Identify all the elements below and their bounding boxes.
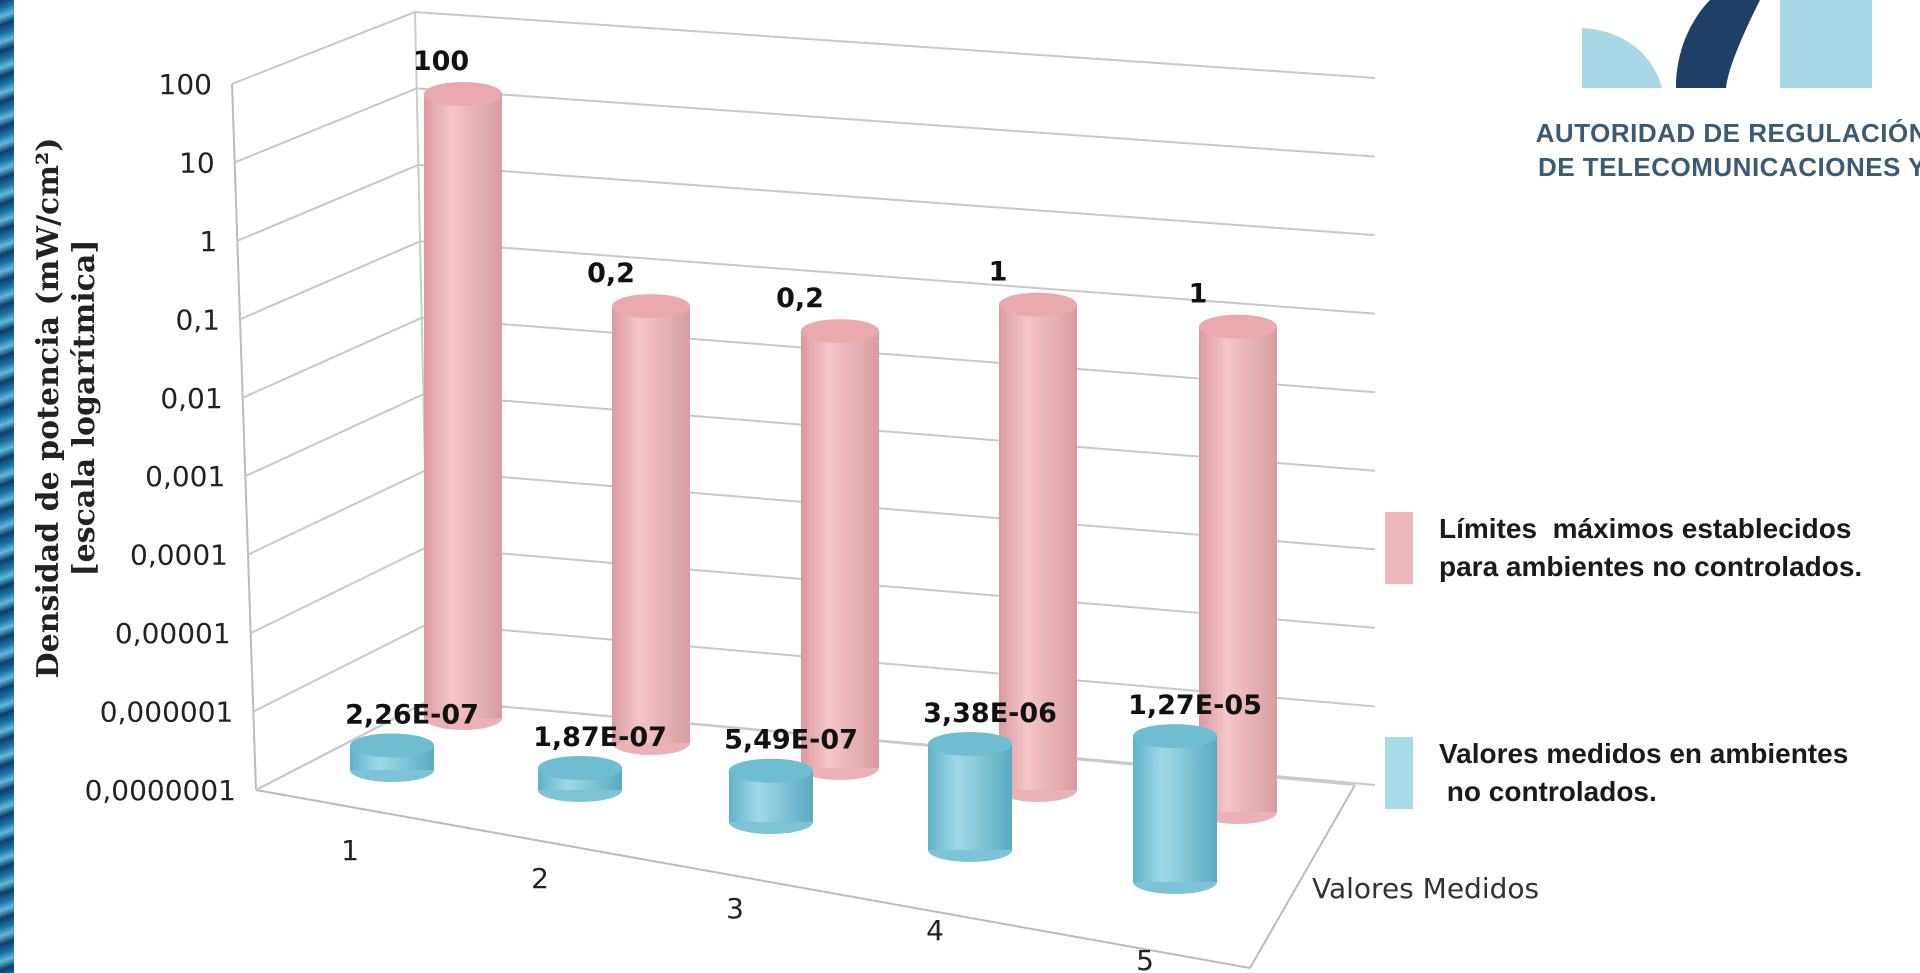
y-tick-label: 100 <box>159 68 212 101</box>
bar-limits-5 <box>1199 314 1277 824</box>
column-top <box>612 294 690 319</box>
column-top <box>424 82 502 106</box>
y-tick-label: 0,1 <box>175 303 220 336</box>
x-category-labels: 1 2 3 4 5 <box>341 834 1154 973</box>
column-top <box>538 756 622 780</box>
x-category-label: 3 <box>726 892 744 925</box>
column-body <box>1133 736 1217 882</box>
legend-item-limits: Límites máximos establecidos para ambient… <box>1385 510 1862 586</box>
bar-limits-4 <box>999 292 1077 802</box>
data-label-measured-5: 1,27E-05 <box>1128 690 1262 721</box>
column-top <box>801 319 879 344</box>
legend-label-measured: Valores medidos en ambientes no controla… <box>1439 738 1849 807</box>
bar-measured-4 <box>928 731 1012 862</box>
decorative-side-strip <box>0 0 14 973</box>
column-top <box>999 292 1077 317</box>
organization-logo: AUTORIDAD DE REGULACIÓN DE TELECOMUNICAC… <box>1536 0 1920 200</box>
y-tick-label: 0,000001 <box>100 696 234 729</box>
bar-measured-1 <box>350 733 434 782</box>
y-tick-label: 0,0000001 <box>85 774 236 807</box>
x-category-label: 5 <box>1136 944 1154 973</box>
column-top <box>350 733 434 758</box>
bar-measured-3 <box>729 758 813 834</box>
series-measured-bars <box>350 724 1217 894</box>
gridline <box>239 240 1376 321</box>
y-tick-label: 0,001 <box>145 460 225 493</box>
column-body <box>424 94 502 718</box>
data-label-measured-4: 3,38E-06 <box>923 698 1057 729</box>
logo-text-line2: DE TELECOMUNICACIONES Y <box>1537 152 1920 182</box>
gridline <box>231 10 1376 85</box>
y-tick-label: 10 <box>179 146 215 179</box>
gridline <box>236 163 1376 242</box>
legend-item-measured: Valores medidos en ambientes no controla… <box>1385 735 1848 811</box>
floor-front-edge <box>255 789 1251 969</box>
legend-swatch-limits <box>1385 512 1413 584</box>
bar-measured-2 <box>538 756 622 802</box>
bar-measured-5 <box>1133 724 1217 894</box>
column-top <box>1199 314 1277 339</box>
data-label-limits-3: 0,2 <box>776 283 824 314</box>
data-label-limits-2: 0,2 <box>587 258 635 289</box>
data-label-limits-4: 1 <box>989 257 1008 288</box>
y-tick-labels: 100 10 1 0,1 0,01 0,001 0,0001 0,00001 0,000001 0… <box>85 68 236 807</box>
y-tick-label: 1 <box>200 225 218 258</box>
logo-text-line1: AUTORIDAD DE REGULACIÓN <box>1535 118 1920 148</box>
column-body <box>612 306 690 743</box>
bar-limits-1 <box>424 82 502 730</box>
y-axis-title: Densidad de potencia (mW/cm²) <box>31 138 66 679</box>
bar-limits-3 <box>801 319 879 780</box>
column-body <box>801 331 879 768</box>
gridline <box>234 87 1376 164</box>
y-tick-label: 0,00001 <box>115 617 231 650</box>
depth-axis-label: Valores Medidos <box>1312 872 1539 905</box>
series-limits-bars <box>424 82 1277 824</box>
column-body <box>928 743 1012 850</box>
column-body <box>999 304 1077 790</box>
data-label-measured-2: 1,87E-07 <box>533 722 667 753</box>
data-label-limits-5: 1 <box>1189 279 1208 310</box>
left-axis-line <box>231 83 257 791</box>
logo-mark-icon <box>1582 0 1872 88</box>
data-label-measured-3: 5,49E-07 <box>724 725 858 756</box>
bar-limits-2 <box>612 294 690 755</box>
y-axis-subtitle: [escala logarítmica] <box>67 239 102 576</box>
y-tick-label: 0,01 <box>160 382 222 415</box>
x-category-label: 1 <box>341 834 359 867</box>
column-top <box>1133 724 1217 749</box>
legend-label-limits: Límites máximos establecidos para ambient… <box>1439 513 1863 582</box>
data-labels: 100 0,2 0,2 1 1 2,26E-07 1,87E-07 5,49E-07 3,38E… <box>345 46 1262 756</box>
column-top <box>729 758 813 783</box>
y-tick-label: 0,0001 <box>130 539 228 572</box>
floor-right-edge <box>1249 784 1356 969</box>
column-top <box>928 731 1012 756</box>
x-category-label: 2 <box>531 862 549 895</box>
legend-swatch-measured <box>1385 737 1413 809</box>
data-label-measured-1: 2,26E-07 <box>345 699 479 730</box>
x-category-label: 4 <box>926 914 944 947</box>
data-label-limits-1: 100 <box>413 46 469 77</box>
